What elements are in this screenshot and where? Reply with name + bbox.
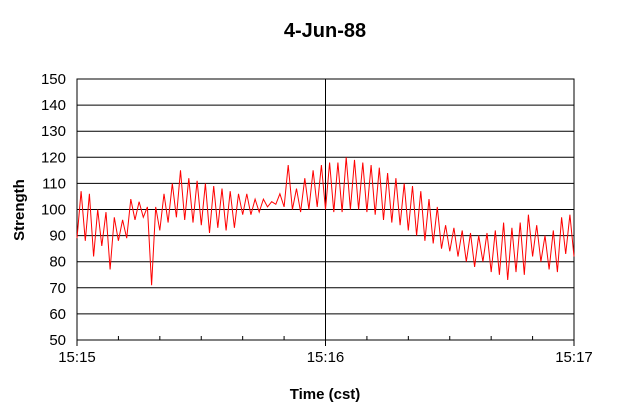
x-tick-labels: 15:15 15:16 15:17	[58, 349, 593, 366]
y-tick-labels: 50 60 70 80 90 100 110 120 130 140 150	[41, 71, 66, 349]
plot-area	[76, 78, 575, 346]
plot-border	[76, 78, 575, 341]
y-tick-label: 150	[41, 71, 66, 88]
series-line	[76, 157, 575, 286]
y-tick-label: 110	[42, 175, 66, 192]
y-tick-label: 130	[41, 123, 66, 140]
x-minor-ticks	[76, 336, 575, 340]
y-tick-label: 90	[49, 228, 66, 245]
y-tick-label: 140	[41, 97, 66, 114]
y-tick-label: 70	[49, 280, 66, 297]
x-tick-label: 15:16	[307, 349, 345, 366]
y-tick-label: 80	[49, 254, 66, 271]
y-tick-label: 50	[49, 332, 66, 349]
x-tick-label: 15:17	[555, 349, 593, 366]
gridlines	[76, 78, 575, 346]
x-axis-label: Time (cst)	[290, 386, 361, 403]
y-tick-label: 120	[41, 149, 66, 166]
x-tick-label: 15:15	[58, 349, 96, 366]
chart-title: 4-Jun-88	[284, 20, 366, 42]
y-tick-label: 60	[49, 306, 66, 323]
y-tick-label: 100	[41, 202, 66, 219]
y-axis-label: Strength	[11, 179, 28, 241]
